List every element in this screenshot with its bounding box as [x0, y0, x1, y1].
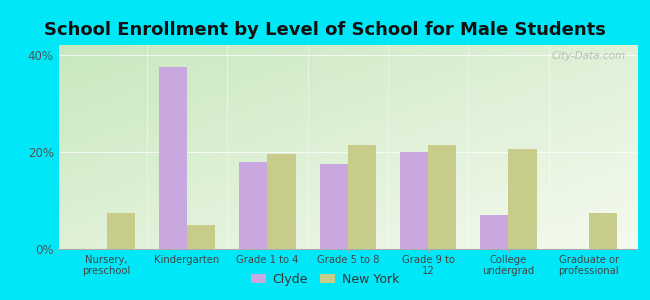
Bar [589, 213, 617, 249]
Bar [320, 164, 348, 249]
Bar [400, 152, 428, 249]
Text: City-Data.com: City-Data.com [551, 51, 625, 61]
Bar [239, 162, 267, 249]
Legend: Clyde, New York: Clyde, New York [246, 268, 404, 291]
Bar [107, 213, 135, 249]
Bar [508, 149, 536, 249]
Bar [187, 225, 215, 249]
Bar [267, 154, 296, 249]
Bar [428, 145, 456, 249]
Bar [480, 215, 508, 249]
Bar [348, 145, 376, 249]
Bar [159, 67, 187, 249]
Text: School Enrollment by Level of School for Male Students: School Enrollment by Level of School for… [44, 21, 606, 39]
